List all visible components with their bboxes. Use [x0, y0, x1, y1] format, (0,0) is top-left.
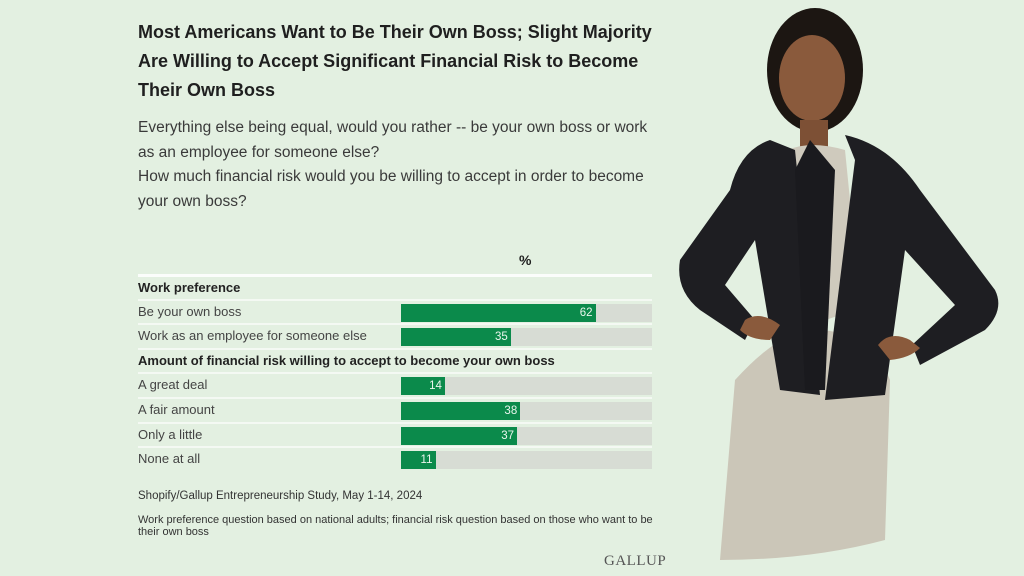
gallup-logo: GALLUP: [604, 553, 667, 569]
bar-track: 14: [401, 377, 652, 396]
bar-row: Be your own boss 62: [138, 298, 652, 324]
group-heading: Work preference: [138, 274, 652, 299]
bar-row: None at all 11: [138, 446, 652, 471]
data-label: 62: [579, 306, 593, 319]
category-label: None at all: [138, 451, 201, 467]
data-label: 14: [429, 380, 442, 393]
bar-track: 35: [401, 328, 652, 347]
bar-track: 62: [401, 303, 652, 322]
bar-row: A fair amount 38: [138, 396, 652, 422]
bar-track: 37: [401, 426, 652, 445]
bar-row: A great deal 14: [138, 372, 652, 397]
note: Work preference question based on nation…: [138, 514, 653, 538]
category-label: Work as an employee for someone else: [138, 328, 367, 344]
data-label: 11: [420, 454, 433, 467]
bar-track: 38: [401, 401, 652, 420]
woman-photo: [679, 8, 999, 560]
bar-row: Only a little 37: [138, 421, 652, 447]
bar-chart: Work preference Be your own boss 62 Work …: [138, 274, 652, 471]
question-1: Everything else being equal, would you r…: [138, 119, 648, 161]
bar-track: 11: [401, 451, 652, 470]
group-heading: Amount of financial risk willing to acce…: [138, 347, 652, 373]
questions: Everything else being equal, would you r…: [138, 116, 648, 214]
data-label: 37: [501, 429, 515, 442]
data-label: 38: [504, 404, 518, 417]
category-label: A great deal: [138, 377, 208, 393]
category-label: Be your own boss: [138, 303, 242, 319]
bar: 35: [401, 328, 511, 347]
bar: 37: [401, 426, 518, 445]
data-label: 35: [495, 331, 508, 344]
source: Shopify/Gallup Entrepreneurship Study, M…: [138, 490, 423, 502]
bar-row: Work as an employee for someone else 35: [138, 323, 652, 348]
chart-title: Most Americans Want to Be Their Own Boss…: [138, 22, 652, 100]
bar: 14: [401, 377, 445, 396]
unit-label: %: [519, 252, 532, 268]
category-label: A fair amount: [138, 401, 215, 417]
bar: 11: [401, 451, 436, 470]
category-label: Only a little: [138, 426, 203, 442]
question-2: How much financial risk would you be wil…: [138, 168, 644, 210]
bar: 62: [401, 303, 596, 322]
bar: 38: [401, 401, 521, 420]
